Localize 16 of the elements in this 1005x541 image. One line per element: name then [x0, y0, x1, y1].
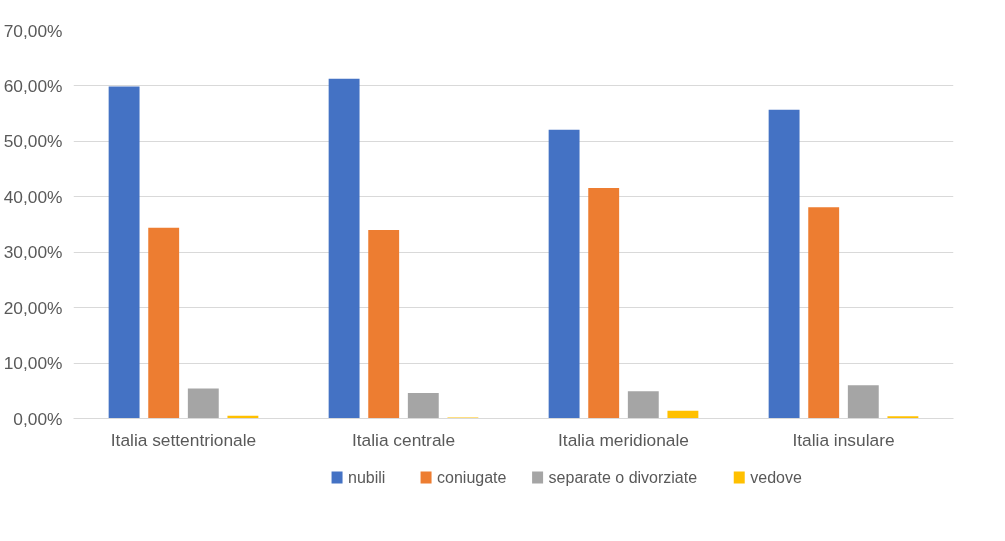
x-tick-label: Italia insulare [792, 429, 895, 450]
legend-label: vedove [750, 469, 802, 486]
x-tick-label: Italia centrale [351, 429, 456, 450]
y-tick-label: 30,00% [3, 242, 63, 263]
x-tick-label: Italia settentrionale [110, 429, 257, 450]
y-tick-label: 0,00% [13, 408, 63, 429]
legend-label: coniugate [437, 469, 507, 486]
legend-label: separate o divorziate [548, 469, 698, 486]
y-tick-label: 60,00% [3, 75, 63, 96]
y-tick-label: 20,00% [3, 297, 63, 318]
y-tick-label: 40,00% [3, 186, 63, 207]
x-tick-label: Italia meridionale [558, 429, 689, 450]
y-tick-label: 70,00% [3, 20, 63, 41]
legend-label: nubili [348, 469, 386, 486]
y-tick-label: 50,00% [3, 131, 63, 152]
y-tick-label: 10,00% [3, 353, 63, 374]
